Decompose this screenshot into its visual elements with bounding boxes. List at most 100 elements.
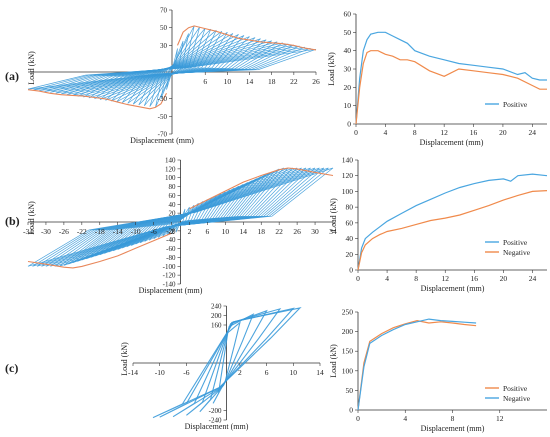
chart-b-envelope: 0 4 8 12 16 20 24 0 20 40 60 80 100 120 140 Displacemen… — [329, 156, 548, 293]
y-tick-label: 40 — [344, 46, 352, 55]
x-tick-label: -10 — [131, 227, 141, 236]
legend-label: Negative — [503, 394, 531, 403]
y-tick-label: 80 — [346, 203, 354, 212]
x-tick-label: 14 — [316, 368, 324, 377]
series-line-1 — [355, 31, 547, 125]
chart-a-envelope: 0 4 8 12 16 20 24 0 10 20 30 40 50 60 Displacement (mm… — [327, 10, 547, 147]
envelope-positive — [189, 167, 334, 210]
chart-c-envelope: 0 4 8 12 0 50 100 150 200 250 Displacement (mm) Loa… — [329, 308, 547, 433]
x-tick-label: 12 — [440, 128, 448, 137]
panel-label-a: (a) — [5, 69, 19, 83]
x-axis-title: Displacement (mm) — [130, 136, 194, 145]
y-tick-label: 100 — [342, 187, 354, 196]
y-tick-label: 250 — [342, 308, 354, 317]
legend-label: Positive — [503, 100, 528, 109]
x-tick-label: 30 — [311, 227, 319, 236]
hysteresis-loop-34 — [27, 167, 334, 267]
y-tick-label: 30 — [344, 65, 352, 74]
x-tick-label: 2 — [188, 227, 192, 236]
x-tick-label: 16 — [470, 128, 478, 137]
x-tick-label: 18 — [268, 77, 276, 86]
y-tick-label: 200 — [342, 327, 354, 336]
x-axis-title: Displacement (mm) — [185, 422, 249, 431]
x-tick-label: -6 — [183, 368, 189, 377]
hysteresis-loop-6 — [152, 306, 302, 419]
y-tick-label: 80 — [169, 183, 177, 191]
x-tick-label: 12 — [441, 274, 449, 283]
x-tick-label: 4 — [384, 128, 388, 137]
y-tick-label: 150 — [342, 347, 354, 356]
hysteresis-loop-3 — [186, 309, 268, 416]
x-tick-label: 14 — [240, 227, 248, 236]
y-axis-title: Load (kN) — [27, 201, 36, 235]
x-tick-label: 22 — [290, 77, 298, 86]
chart-b-hysteresis: -34 -30 -26 -22 -18 -14 -10 -6 -2 2 6 10 14 18 22 26 30 3… — [23, 157, 337, 296]
panel-label-c: (c) — [5, 361, 18, 375]
x-tick-label: 10 — [224, 77, 232, 86]
x-tick-label: 8 — [413, 128, 417, 137]
legend-label: Positive — [503, 238, 528, 247]
envelope-negative — [27, 232, 172, 269]
x-tick-label: 4 — [403, 414, 407, 423]
y-tick-label: 10 — [344, 101, 352, 110]
x-tick-label: 20 — [499, 128, 507, 137]
x-tick-label: 26 — [312, 77, 320, 86]
series-line-1 — [357, 319, 477, 411]
x-tick-label: 6 — [203, 77, 207, 86]
series-line-2 — [357, 190, 548, 271]
x-tick-label: -22 — [77, 227, 87, 236]
x-tick-label: 8 — [451, 414, 455, 423]
y-tick-label: 60 — [169, 192, 177, 200]
y-tick-label: 200 — [211, 312, 222, 320]
y-tick-label: -20 — [166, 227, 176, 235]
y-tick-label: 100 — [342, 366, 354, 375]
x-tick-label: 14 — [246, 77, 254, 86]
x-tick-label: 4 — [385, 274, 389, 283]
x-tick-label: -2 — [168, 227, 174, 236]
envelope-negative — [27, 89, 167, 110]
x-tick-label: 2 — [238, 368, 242, 377]
y-tick-label: 120 — [342, 171, 354, 180]
y-tick-label: 50 — [344, 28, 352, 37]
y-tick-label: -200 — [209, 407, 222, 415]
x-tick-label: -14 — [113, 227, 123, 236]
panel-label-b: (b) — [5, 214, 20, 228]
y-tick-label: 120 — [165, 165, 176, 173]
x-tick-label: -34 — [23, 227, 33, 236]
y-tick-label: 100 — [165, 174, 176, 182]
x-tick-label: 0 — [354, 128, 358, 137]
y-tick-label: -30 — [158, 95, 168, 103]
y-tick-label: 140 — [165, 157, 176, 165]
y-axis-title: Load (kN) — [27, 51, 36, 85]
y-tick-label: 240 — [211, 303, 222, 311]
x-tick-label: -10 — [155, 368, 165, 377]
x-tick-label: 16 — [471, 274, 479, 283]
y-tick-label: -120 — [163, 272, 176, 280]
x-tick-label: 10 — [222, 227, 230, 236]
y-tick-label: -140 — [163, 281, 176, 289]
x-tick-label: 22 — [275, 227, 283, 236]
legend-label: Negative — [503, 248, 531, 257]
y-tick-label: -240 — [209, 417, 222, 425]
y-tick-label: 20 — [346, 250, 354, 259]
x-tick-label: 0 — [356, 414, 360, 423]
y-tick-label: 160 — [211, 322, 222, 330]
y-axis-title: Load (kN) — [329, 198, 338, 232]
y-axis-title: Load (kN) — [120, 342, 129, 376]
y-tick-label: 0 — [349, 406, 353, 415]
x-tick-label: -18 — [95, 227, 105, 236]
y-tick-label: 20 — [169, 210, 177, 218]
y-tick-label: 0 — [347, 120, 351, 129]
series-line-1 — [357, 173, 548, 271]
y-tick-label: 140 — [342, 156, 354, 165]
x-tick-label: 10 — [290, 368, 298, 377]
x-tick-label: 6 — [206, 227, 210, 236]
y-tick-label: -60 — [166, 245, 176, 253]
y-tick-label: -50 — [158, 113, 168, 121]
y-tick-label: -70 — [158, 131, 168, 139]
x-tick-label: 24 — [529, 274, 537, 283]
y-axis-title: Load (kN) — [329, 344, 338, 378]
y-axis-title: Load (kN) — [327, 52, 336, 86]
x-axis-title: Displacement (mm) — [420, 138, 484, 147]
